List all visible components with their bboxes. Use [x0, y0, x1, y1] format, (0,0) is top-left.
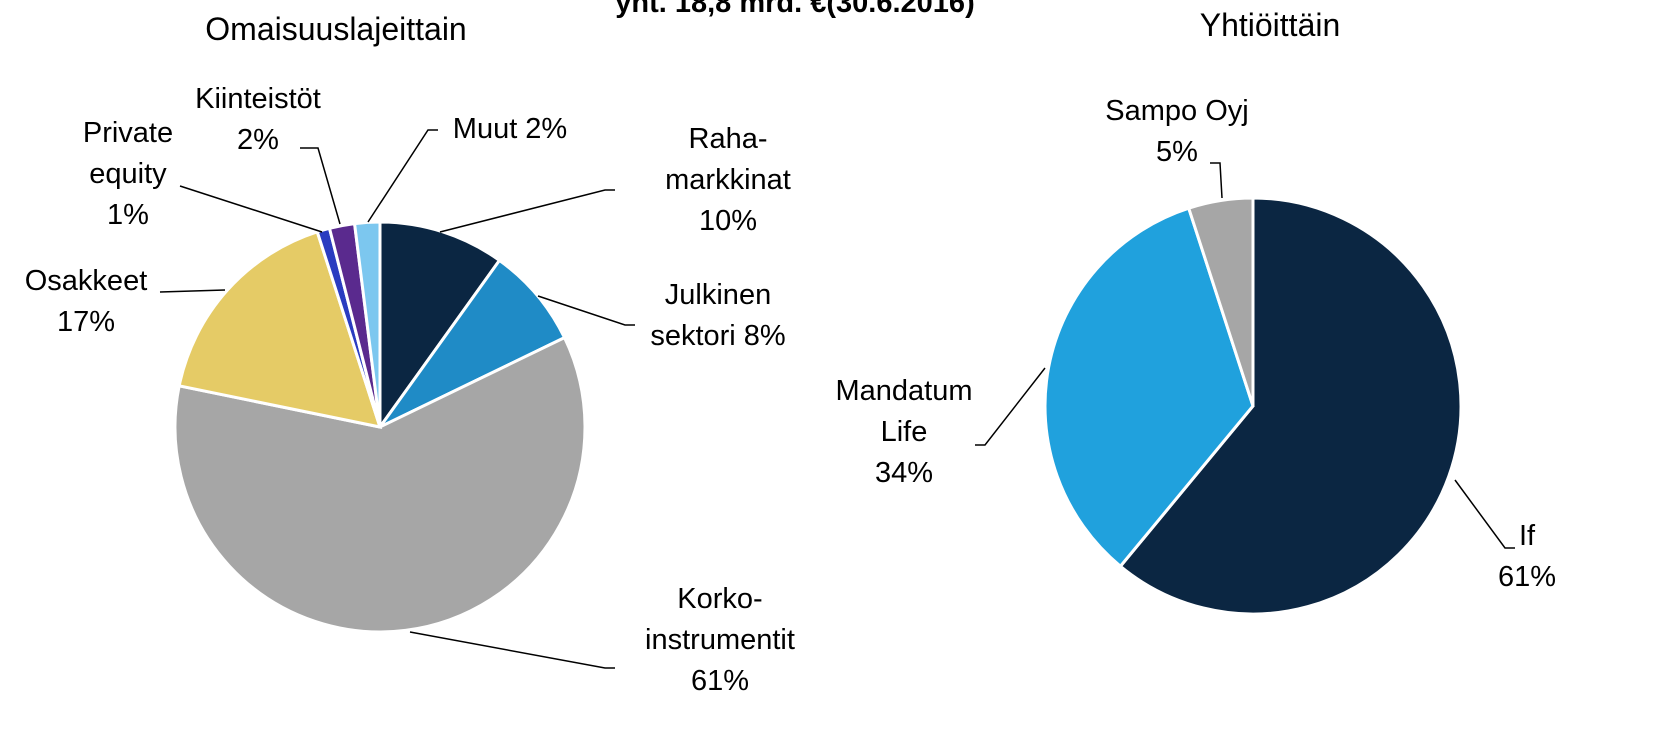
slice-label: Sampo Oyj 5% [1105, 95, 1248, 168]
label-line: Korko- [677, 583, 762, 615]
value-label: 8% [744, 320, 786, 352]
value-label: 10% [699, 205, 757, 237]
label-line: Sampo Oyj [1105, 95, 1248, 127]
label-line: instrumentit [645, 624, 795, 656]
label-line: markkinat [665, 164, 791, 196]
slice-label: Mandatum Life 34% [835, 375, 972, 489]
label-line: Kiinteistöt [195, 83, 321, 115]
pie-slice [1186, 196, 1255, 407]
pie-slice [378, 258, 567, 429]
leader-line [537, 295, 635, 326]
pie-slice [352, 220, 382, 428]
leader-line [300, 147, 341, 225]
label-line: Julkinen [665, 279, 771, 311]
value-label: 61% [1498, 561, 1556, 593]
page-title: yht. 18,8 mrd. €(30.6.2016) [615, 0, 974, 19]
label-line: Osakkeet [25, 265, 148, 297]
label-line: Raha- [689, 123, 768, 155]
slice-label: Raha-markkinat 10% [665, 123, 791, 237]
value-label: 2% [237, 124, 279, 156]
pie-slice [173, 335, 587, 634]
leader-line [1454, 479, 1515, 549]
label-line: sektori [650, 320, 735, 352]
label-line: Muut [453, 113, 517, 145]
label-line: Mandatum [835, 375, 972, 407]
leader-line [409, 631, 615, 669]
leader-line [159, 289, 226, 293]
label-line: Life [881, 416, 928, 448]
slice-label: Osakkeet 17% [25, 265, 148, 338]
value-label: 17% [57, 306, 115, 338]
chart-title: Omaisuuslajeittain [205, 11, 466, 47]
label-line: Private [83, 117, 173, 149]
value-label: 34% [875, 457, 933, 489]
slice-label: Kiinteistöt 2% [195, 83, 321, 156]
leader-line [439, 189, 615, 233]
slice-label: If 61% [1498, 520, 1556, 593]
leader-line [1210, 162, 1223, 199]
slice-label: Private equity 1% [83, 117, 173, 231]
value-label: 1% [107, 199, 149, 231]
value-label: 2% [525, 113, 567, 145]
label-line: equity [89, 158, 167, 190]
value-label: 5% [1156, 136, 1198, 168]
pie-slice [177, 229, 383, 429]
pie-slice [1043, 206, 1255, 569]
leader-line [179, 185, 323, 233]
slice-label: Korko-instrumentit 61% [645, 583, 795, 697]
label-line: If [1519, 520, 1536, 552]
leader-line [975, 367, 1046, 446]
leader-line [367, 129, 438, 223]
value-label: 61% [691, 665, 749, 697]
slice-label: Muut 2% [453, 113, 567, 145]
slice-label: Julkinen sektori 8% [650, 279, 785, 352]
pie-slice [1118, 196, 1463, 616]
chart-title: Yhtiöittäin [1200, 7, 1341, 43]
